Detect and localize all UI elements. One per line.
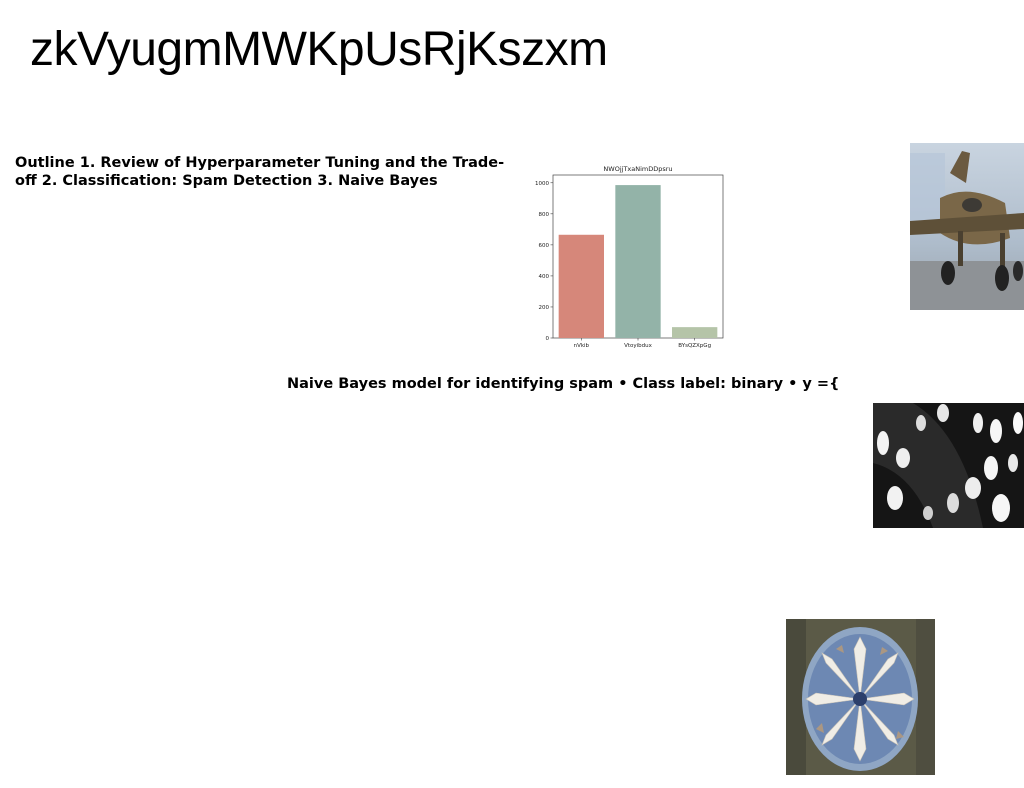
x-tick-label: Vtoyibdux <box>624 343 653 349</box>
airplane-photo <box>910 143 1024 310</box>
black-white-dots-photo <box>873 403 1024 528</box>
slide-title: zkVyugmMWKpUsRjKszxm <box>30 23 608 76</box>
outline-text: Outline 1. Review of Hyperparameter Tuni… <box>15 155 505 189</box>
x-tick-label: BYsQZXpGg <box>678 343 711 349</box>
x-tick-label: nVkib <box>574 343 590 349</box>
bar-nVkib <box>558 234 604 338</box>
y-tick-label: 200 <box>539 305 550 311</box>
y-tick-label: 0 <box>546 336 550 342</box>
y-tick-label: 800 <box>539 212 550 218</box>
bar-Vtoyibdux <box>615 185 661 338</box>
y-tick-label: 1000 <box>535 181 549 187</box>
body-text: Naive Bayes model for identifying spam •… <box>287 376 840 392</box>
y-tick-label: 400 <box>539 274 550 280</box>
chart-title: NWOjjTxaNimDDpsru <box>603 165 672 173</box>
y-tick-label: 600 <box>539 243 550 249</box>
mosaic-star-photo <box>786 619 935 775</box>
bar-BYsQZXpGg <box>672 327 718 338</box>
bar-chart: NWOjjTxaNimDDpsru 0 200 400 600 800 1000 nVki… <box>535 165 724 349</box>
